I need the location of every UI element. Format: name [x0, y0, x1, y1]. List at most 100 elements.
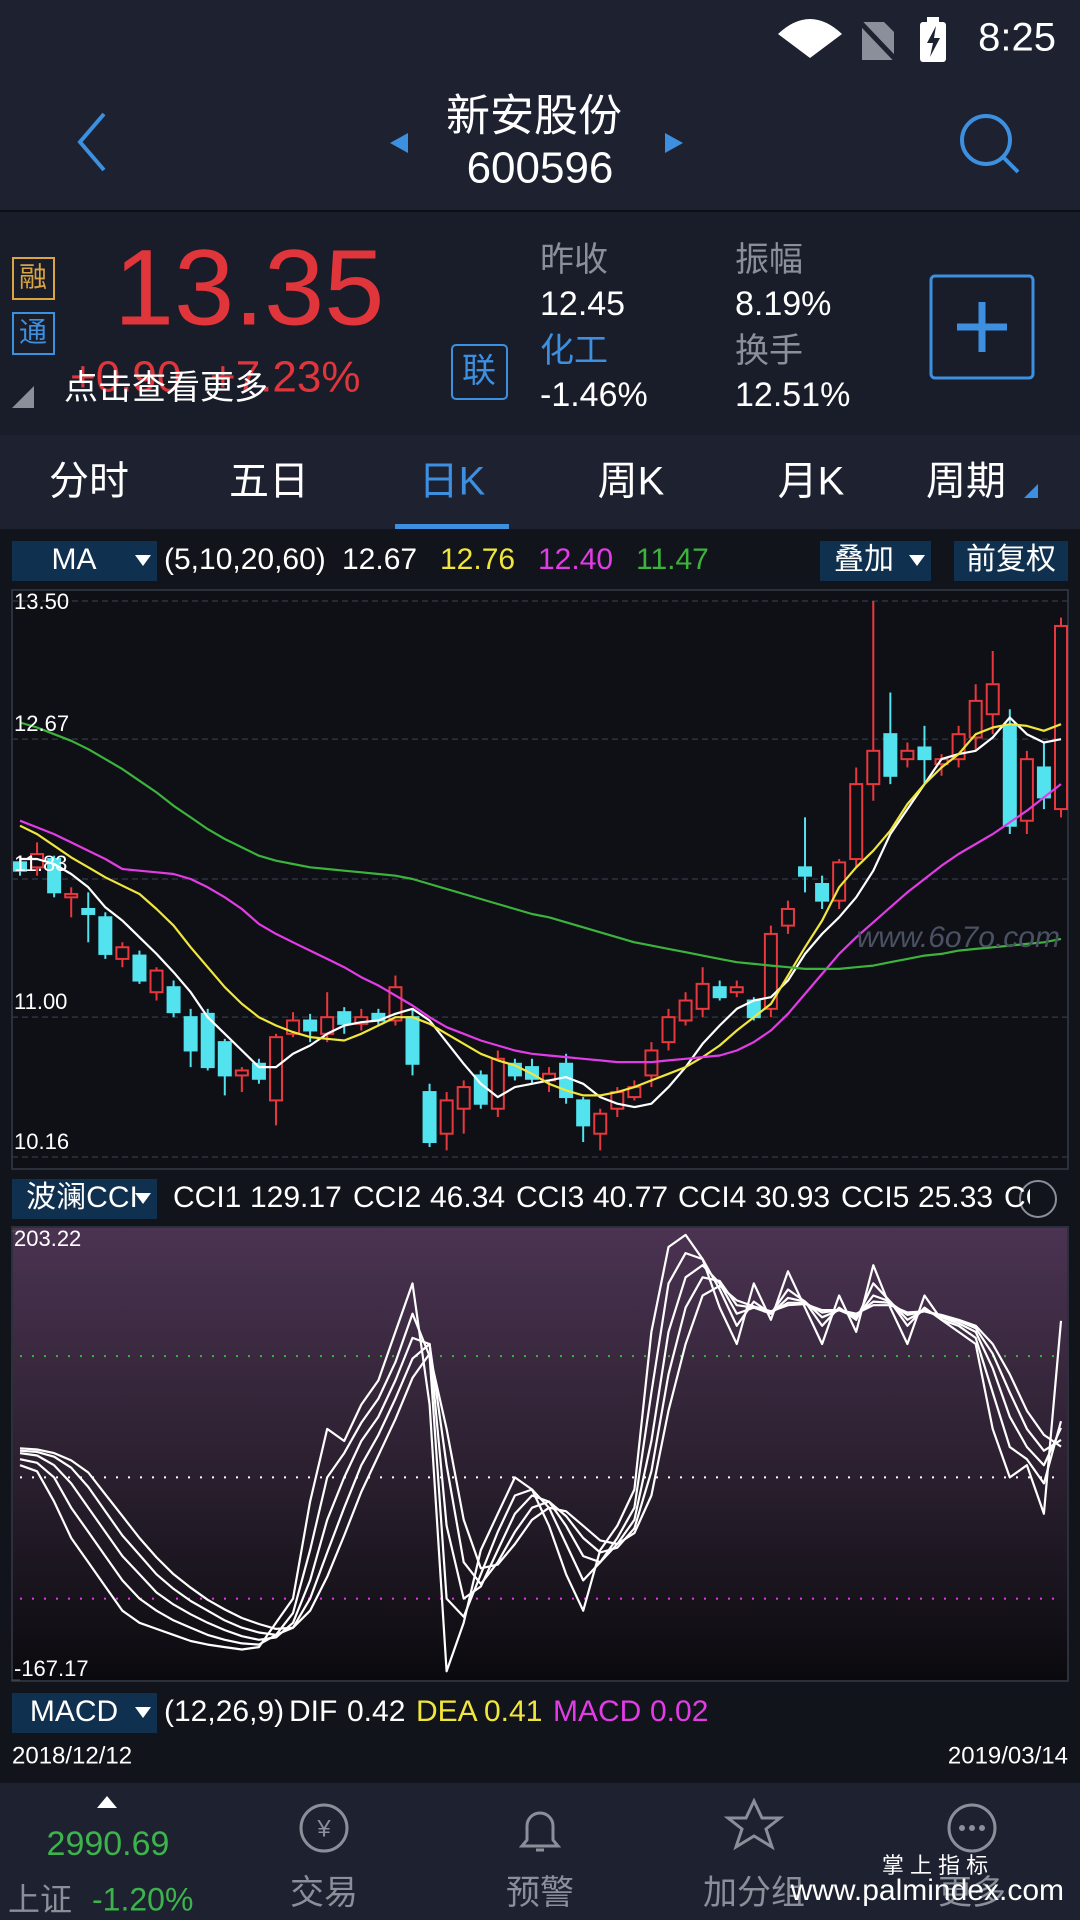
header-bg	[0, 0, 1080, 211]
legend-name: CCI2	[353, 1181, 421, 1214]
more-corner	[12, 386, 34, 408]
indicator-dropdown[interactable]	[12, 1693, 157, 1733]
candle-body	[337, 1011, 352, 1025]
field-label: 化工	[540, 332, 608, 370]
sim-slash	[856, 18, 900, 64]
candle-body	[234, 1069, 249, 1077]
cci-line	[19, 1264, 1062, 1641]
add-button[interactable]	[929, 274, 1035, 380]
candle-body	[985, 683, 1000, 716]
y-tick-label: 13.50	[14, 589, 69, 614]
y-tick-label: 203.22	[14, 1226, 81, 1251]
nav-item[interactable]: 加分组	[703, 1874, 805, 1912]
candle-body	[661, 1016, 676, 1044]
candle-body	[132, 954, 147, 982]
indicator-dropdown[interactable]	[12, 541, 157, 581]
candle-body	[968, 699, 983, 739]
prev-stock[interactable]	[390, 133, 408, 153]
overlay-label[interactable]: 叠加	[834, 543, 894, 576]
indicator-name: MA	[52, 543, 97, 576]
candle-body	[712, 986, 727, 999]
candle-body	[866, 749, 881, 786]
overlay-dropdown[interactable]	[820, 541, 931, 581]
candle-body	[115, 946, 130, 960]
link-badge: 联	[462, 352, 496, 390]
dif-value: 0.42	[347, 1695, 405, 1728]
back-button[interactable]	[77, 112, 106, 172]
legend-overflow: CCI	[1004, 1181, 1056, 1214]
legend-value: 25.33	[918, 1181, 993, 1214]
svg-text:¥: ¥	[316, 1815, 331, 1842]
badge: 融	[19, 261, 47, 292]
candle-body	[1019, 758, 1034, 822]
watermark: www.6o7o.com	[857, 921, 1060, 954]
candle-body	[763, 932, 778, 1010]
legend-value: 12.76	[440, 543, 515, 576]
macd-name: MACD	[30, 1695, 118, 1728]
cci-legend: CCI1 129.17 CCI2 46.34 CCI3 40.77 CCI4 30.93 CCI…	[173, 1181, 1056, 1214]
tab[interactable]: 分时	[49, 460, 129, 504]
legend-value: 30.93	[755, 1181, 830, 1214]
candle-body	[1054, 624, 1068, 811]
field-value: 12.51%	[735, 376, 850, 414]
tab[interactable]: 日K	[419, 460, 486, 504]
dea-label: DEA	[416, 1695, 478, 1728]
adjust-button[interactable]	[954, 541, 1068, 581]
index-value[interactable]: 2990.69	[47, 1825, 170, 1863]
y-tick-label: 10.16	[14, 1129, 69, 1154]
stock-code: 600596	[467, 144, 614, 193]
nav-item[interactable]: 更多	[938, 1874, 1006, 1912]
link-badge-box[interactable]	[451, 344, 508, 400]
x-tick-label: 2018/12/12	[12, 1742, 132, 1769]
candle-body	[729, 986, 744, 994]
candle-body	[798, 866, 813, 877]
tab-underline	[395, 524, 509, 529]
tab[interactable]: 周期	[926, 460, 1006, 504]
legend-name: CCI3	[516, 1181, 584, 1214]
candle-body	[13, 861, 27, 872]
candle-body	[422, 1091, 437, 1144]
tab[interactable]: 五日	[229, 460, 309, 504]
cci-line	[19, 1276, 1062, 1636]
field-value: -1.46%	[540, 376, 648, 414]
status-time: 8:25	[978, 16, 1056, 60]
tab[interactable]: 月K	[778, 460, 845, 504]
y-tick-label: -167.17	[14, 1656, 89, 1681]
legend-value: 40.77	[593, 1181, 668, 1214]
trade-icon	[299, 1803, 349, 1853]
dropdown-arrow	[135, 1193, 151, 1204]
badge-box	[12, 257, 55, 300]
main-series	[12, 600, 1068, 1158]
candle-body	[217, 1041, 232, 1077]
nav-item[interactable]: 交易	[290, 1874, 358, 1912]
index-arrow	[97, 1796, 117, 1808]
ma-line	[19, 721, 1062, 970]
battery-bolt	[927, 26, 940, 57]
dropdown-arrow	[135, 555, 151, 566]
badge-box	[12, 312, 55, 355]
y-tick-label: 12.67	[14, 711, 69, 736]
candle-body	[405, 1016, 420, 1065]
legend-value: 46.34	[430, 1181, 505, 1214]
tab[interactable]: 周K	[598, 460, 665, 504]
settings-icon[interactable]	[1019, 1180, 1057, 1218]
ma-line	[19, 783, 1062, 1064]
legend-name: CCI1	[173, 1181, 241, 1214]
cci-series	[12, 1230, 1063, 1681]
adjust-label[interactable]: 前复权	[966, 543, 1056, 576]
stock-name: 新安股份	[446, 92, 622, 141]
nav-item[interactable]: 预警	[506, 1874, 574, 1912]
dif-label: DIF	[289, 1695, 337, 1728]
candle-body	[780, 907, 795, 927]
next-stock[interactable]	[665, 133, 683, 153]
legend-value: 129.17	[250, 1181, 342, 1214]
indicator-dropdown[interactable]	[12, 1179, 157, 1219]
candle-body	[149, 969, 164, 994]
field-label: 换手	[735, 332, 803, 370]
badge: 通	[19, 316, 47, 347]
candle-body	[576, 1099, 591, 1127]
search-button[interactable]	[960, 114, 1012, 166]
more-hint[interactable]: 点击查看更多	[64, 369, 268, 407]
watermark-cn: 掌 上 指 标	[882, 1853, 988, 1878]
